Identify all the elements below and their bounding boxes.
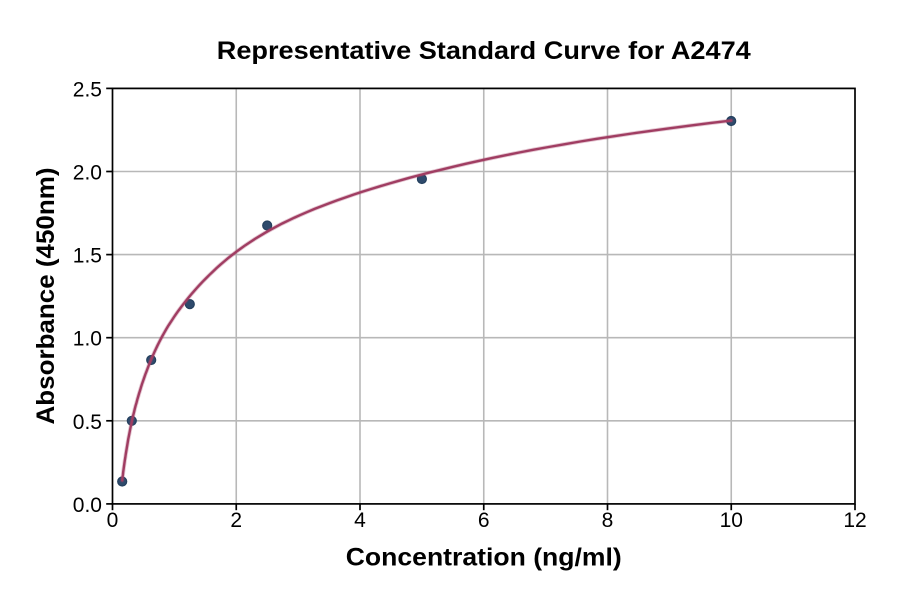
svg-text:6: 6	[478, 509, 490, 532]
svg-text:2.5: 2.5	[73, 78, 102, 101]
svg-text:1.0: 1.0	[73, 328, 102, 351]
svg-text:8: 8	[602, 509, 614, 532]
svg-text:0.5: 0.5	[73, 411, 102, 434]
svg-text:Absorbance (450nm): Absorbance (450nm)	[32, 168, 60, 425]
svg-text:12: 12	[843, 509, 866, 532]
svg-text:Representative Standard Curve: Representative Standard Curve for A2474	[217, 37, 751, 65]
svg-text:0: 0	[107, 509, 119, 532]
svg-text:2.0: 2.0	[73, 162, 102, 185]
svg-text:2: 2	[230, 509, 242, 532]
svg-text:10: 10	[720, 509, 743, 532]
svg-text:4: 4	[354, 509, 366, 532]
svg-text:0.0: 0.0	[73, 494, 102, 517]
svg-text:Concentration (ng/ml): Concentration (ng/ml)	[346, 544, 622, 572]
svg-text:1.5: 1.5	[73, 245, 102, 268]
